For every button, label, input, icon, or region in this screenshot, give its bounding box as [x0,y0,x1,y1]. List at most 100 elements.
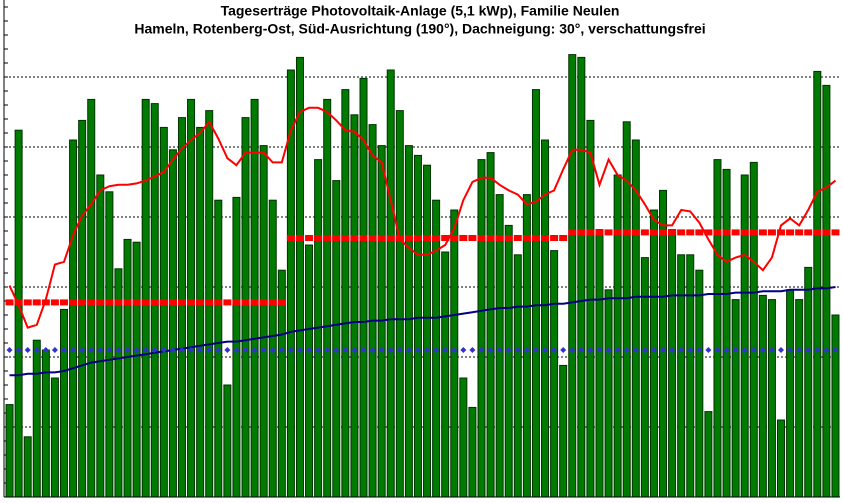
bar [250,98,259,498]
marker [578,347,585,353]
marker [605,347,612,353]
marker [14,299,23,306]
marker [315,347,322,353]
marker [124,347,131,353]
marker [151,347,158,353]
marker [387,347,394,353]
bar [786,289,795,498]
marker [768,347,775,353]
bar [168,149,177,498]
bar [395,110,404,498]
bar [577,56,586,498]
marker [224,347,231,353]
bar [586,119,595,498]
bar [777,419,786,498]
marker [32,299,41,306]
marker [814,347,821,353]
marker [386,235,395,241]
bar [722,168,731,498]
marker [242,347,249,353]
marker [241,299,250,306]
marker [141,299,150,306]
marker [197,347,204,353]
bar [87,98,96,498]
bar [695,269,704,498]
marker [278,347,285,353]
marker [522,235,531,241]
bar [468,406,477,498]
marker [286,235,295,241]
bar [59,308,68,498]
marker [196,299,205,306]
marker [341,235,350,241]
bar [196,126,205,498]
marker [115,347,122,353]
bar [368,124,377,498]
bar [132,241,141,498]
marker [305,235,314,241]
bar [259,145,268,498]
bar [668,229,677,498]
marker [260,347,267,353]
marker [669,347,676,353]
marker [142,347,149,353]
marker [514,347,521,353]
line [8,106,837,329]
marker [188,347,195,353]
chart-title: Tageserträge Photovoltaik-Anlage (5,1 kW… [221,3,620,19]
marker [15,347,22,353]
bar [804,266,813,498]
bar [559,364,568,498]
marker [324,347,331,353]
marker [550,235,559,241]
bar [813,70,822,498]
marker [705,347,712,353]
marker [650,347,657,353]
bar [450,209,459,498]
marker [641,347,648,353]
marker [42,347,49,353]
marker [223,299,232,306]
bar [767,299,776,498]
bar [677,254,686,498]
marker [649,229,658,236]
bar [350,114,359,498]
marker [659,229,668,236]
marker [70,347,77,353]
marker [251,347,258,353]
bar [758,294,767,498]
bar [5,404,14,498]
marker [541,235,550,241]
marker [114,299,123,306]
marker [414,347,421,353]
bar [23,436,32,498]
marker [813,229,822,236]
marker [23,299,32,306]
marker [804,229,813,236]
marker [623,347,630,353]
marker [560,347,567,353]
marker [758,229,767,236]
marker [332,235,341,241]
marker [342,347,349,353]
marker [777,229,786,236]
marker [451,347,458,353]
bar [686,254,695,498]
marker [551,347,558,353]
marker [132,299,141,306]
marker [396,347,403,353]
marker [50,299,59,306]
bar [305,244,314,498]
marker [442,347,449,353]
marker [786,229,795,236]
bar [749,161,758,498]
bar [413,154,422,498]
marker [215,347,222,353]
marker [33,347,40,353]
bar [323,98,332,498]
marker [24,347,31,353]
marker [214,299,223,306]
bar [649,209,658,498]
marker [368,235,377,241]
